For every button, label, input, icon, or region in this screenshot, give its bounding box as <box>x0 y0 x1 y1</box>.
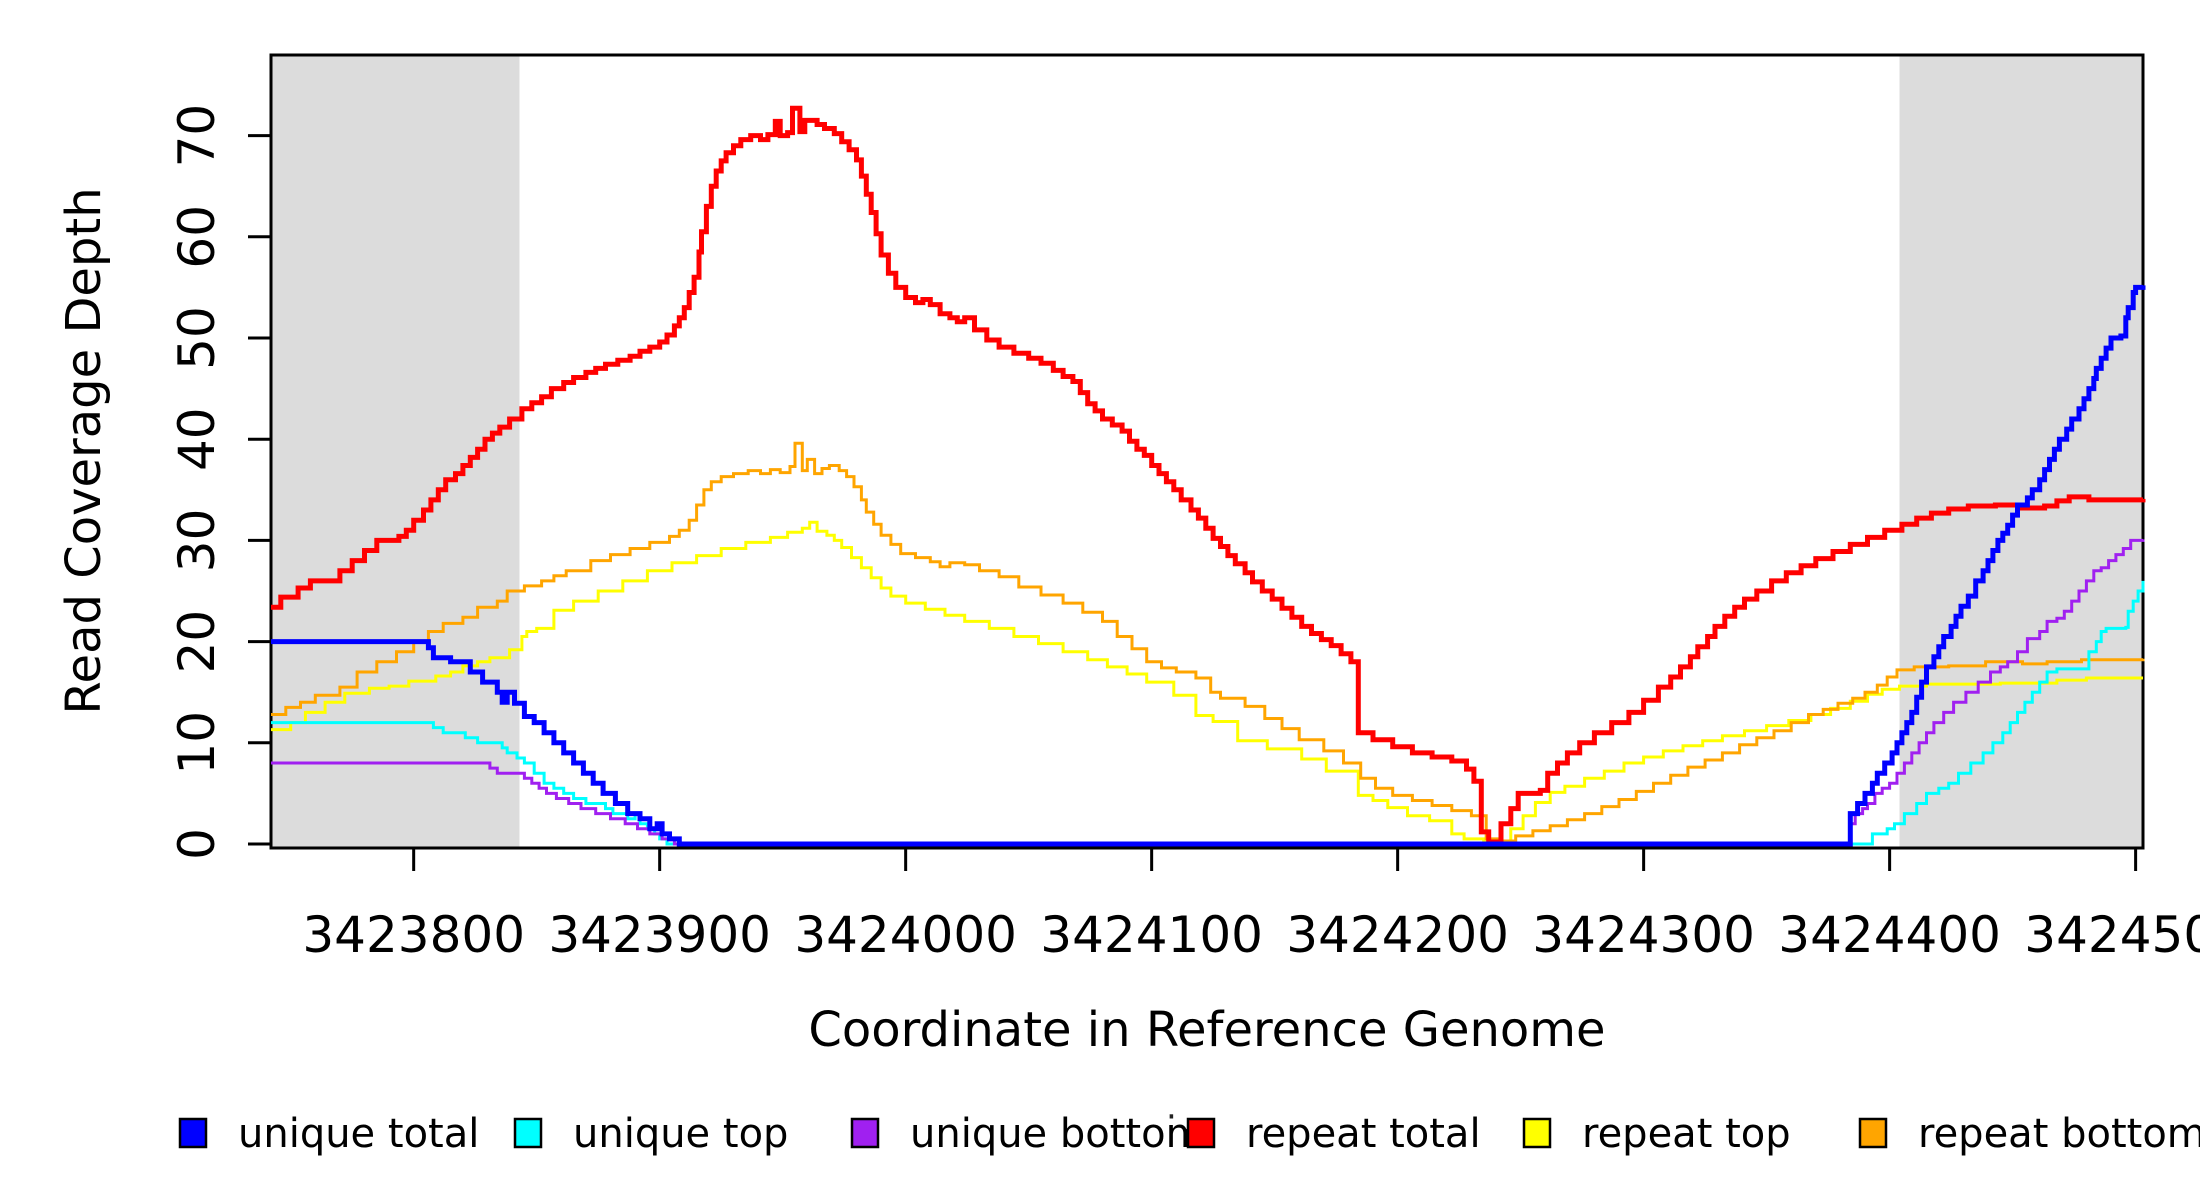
legend-label: unique total <box>238 1111 479 1157</box>
legend-label: unique bottom <box>910 1111 1205 1157</box>
legend-swatch-unique-bottom-icon <box>850 1117 880 1149</box>
stray-mark-icon: · <box>1166 1097 1177 1137</box>
plot-frame <box>269 53 2145 850</box>
legend-swatch-repeat-total-icon <box>1186 1117 1216 1149</box>
x-tick-label: 3424000 <box>794 906 1017 964</box>
legend-swatch-unique-top-icon <box>513 1117 543 1149</box>
x-tick-label: 3424300 <box>1532 906 1755 964</box>
series-unique-total-line <box>271 284 2146 847</box>
y-tick-label: 60 <box>168 205 226 269</box>
legend-item-unique-total: unique total <box>178 1111 479 1157</box>
x-tick-label: 3424200 <box>1286 906 1509 964</box>
legend-item-unique-top: unique top <box>513 1111 788 1157</box>
legend-item-repeat-total: repeat total <box>1186 1111 1481 1157</box>
legend-label: repeat bottom <box>1918 1111 2200 1157</box>
series-repeat-bottom-line <box>271 441 2145 843</box>
right-flank-shading <box>1899 55 2143 848</box>
y-tick-label: 50 <box>168 306 226 370</box>
series-repeat-top-line <box>271 520 2143 844</box>
y-tick-label: 10 <box>168 711 226 775</box>
legend-swatch-repeat-top-icon <box>1522 1117 1552 1149</box>
series-unique-top-line <box>271 580 2145 846</box>
legend-label: unique top <box>573 1111 788 1157</box>
legend-swatch-repeat-bottom-icon <box>1858 1117 1888 1149</box>
x-tick-label: 3424400 <box>1778 906 2001 964</box>
y-tick-label: 20 <box>168 610 226 674</box>
legend-item-repeat-top: repeat top <box>1522 1111 1791 1157</box>
x-tick-label: 3423900 <box>548 906 771 964</box>
legend-label: repeat total <box>1246 1111 1481 1157</box>
series-unique-bottom-line <box>271 538 2145 846</box>
x-tick-label: 3424100 <box>1040 906 1263 964</box>
y-axis-title: Read Coverage Depth <box>56 187 112 715</box>
x-tick-label: 3423800 <box>302 906 525 964</box>
legend-label: repeat top <box>1582 1111 1791 1157</box>
y-tick-label: 40 <box>168 407 226 471</box>
legend-item-repeat-bottom: repeat bottom <box>1858 1111 2200 1157</box>
x-axis-title: Coordinate in Reference Genome <box>808 1002 1606 1058</box>
y-tick-label: 30 <box>168 509 226 573</box>
legend-item-unique-bottom: unique bottom <box>850 1111 1205 1157</box>
y-tick-label: 0 <box>168 828 226 860</box>
y-tick-label: 70 <box>168 104 226 168</box>
legend-swatch-unique-total-icon <box>178 1117 208 1149</box>
series-repeat-total-line <box>271 105 2146 845</box>
